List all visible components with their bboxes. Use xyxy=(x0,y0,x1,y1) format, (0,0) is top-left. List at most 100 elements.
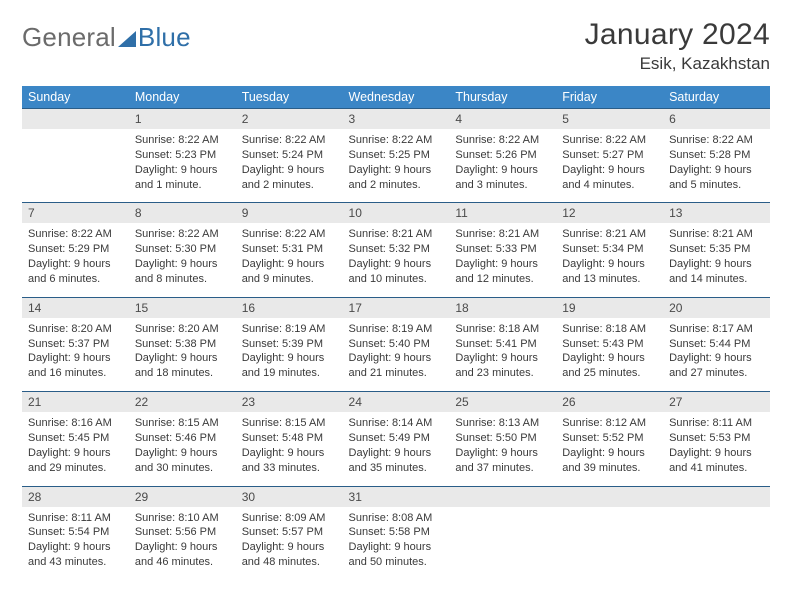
day-detail-line: Daylight: 9 hours xyxy=(242,540,337,555)
day-number: 27 xyxy=(663,392,770,413)
day-detail-line: Sunset: 5:52 PM xyxy=(562,431,657,446)
day-number xyxy=(556,486,663,507)
day-detail-line: Sunrise: 8:15 AM xyxy=(242,416,337,431)
logo-text-left: General xyxy=(22,22,116,53)
day-detail-line: and 4 minutes. xyxy=(562,178,657,193)
day-cell: Sunrise: 8:15 AMSunset: 5:48 PMDaylight:… xyxy=(236,412,343,486)
day-detail-line: Daylight: 9 hours xyxy=(242,446,337,461)
day-detail-line: Daylight: 9 hours xyxy=(455,257,550,272)
day-detail-line: and 46 minutes. xyxy=(135,555,230,570)
day-detail-line: and 2 minutes. xyxy=(349,178,444,193)
day-detail-line: Sunset: 5:32 PM xyxy=(349,242,444,257)
day-number: 2 xyxy=(236,109,343,130)
day-detail-line: Sunrise: 8:11 AM xyxy=(28,511,123,526)
day-number xyxy=(663,486,770,507)
weekday-header-row: Sunday Monday Tuesday Wednesday Thursday… xyxy=(22,86,770,109)
day-detail-line: and 3 minutes. xyxy=(455,178,550,193)
day-number: 11 xyxy=(449,203,556,224)
day-number: 25 xyxy=(449,392,556,413)
day-cell: Sunrise: 8:15 AMSunset: 5:46 PMDaylight:… xyxy=(129,412,236,486)
calendar-page: General Blue January 2024 Esik, Kazakhst… xyxy=(0,0,792,580)
day-number: 14 xyxy=(22,297,129,318)
day-detail-line: and 30 minutes. xyxy=(135,461,230,476)
day-detail-line: Daylight: 9 hours xyxy=(28,446,123,461)
day-cell: Sunrise: 8:19 AMSunset: 5:39 PMDaylight:… xyxy=(236,318,343,392)
weekday-header: Wednesday xyxy=(343,86,450,109)
day-detail-line: Sunset: 5:45 PM xyxy=(28,431,123,446)
day-cell: Sunrise: 8:22 AMSunset: 5:30 PMDaylight:… xyxy=(129,223,236,297)
day-detail-line: Sunset: 5:38 PM xyxy=(135,337,230,352)
day-detail-line: and 50 minutes. xyxy=(349,555,444,570)
day-number-row: 14151617181920 xyxy=(22,297,770,318)
day-detail-line: Daylight: 9 hours xyxy=(135,540,230,555)
day-detail-line: and 21 minutes. xyxy=(349,366,444,381)
day-detail-line: Sunrise: 8:21 AM xyxy=(455,227,550,242)
day-cell: Sunrise: 8:12 AMSunset: 5:52 PMDaylight:… xyxy=(556,412,663,486)
title-block: January 2024 Esik, Kazakhstan xyxy=(585,18,770,74)
day-detail-line: and 25 minutes. xyxy=(562,366,657,381)
day-cell: Sunrise: 8:13 AMSunset: 5:50 PMDaylight:… xyxy=(449,412,556,486)
day-number: 28 xyxy=(22,486,129,507)
day-detail-line: and 5 minutes. xyxy=(669,178,764,193)
day-detail-line: Daylight: 9 hours xyxy=(135,446,230,461)
day-detail-line: and 43 minutes. xyxy=(28,555,123,570)
day-detail-line: Sunrise: 8:22 AM xyxy=(669,133,764,148)
day-detail-line: and 39 minutes. xyxy=(562,461,657,476)
day-number: 9 xyxy=(236,203,343,224)
day-detail-line: Sunrise: 8:19 AM xyxy=(349,322,444,337)
day-detail-line: Sunset: 5:37 PM xyxy=(28,337,123,352)
calendar-table: Sunday Monday Tuesday Wednesday Thursday… xyxy=(22,86,770,580)
day-detail-line: Sunset: 5:48 PM xyxy=(242,431,337,446)
day-cell: Sunrise: 8:18 AMSunset: 5:41 PMDaylight:… xyxy=(449,318,556,392)
day-number: 29 xyxy=(129,486,236,507)
day-detail-row: Sunrise: 8:22 AMSunset: 5:23 PMDaylight:… xyxy=(22,129,770,203)
day-detail-line: Sunset: 5:30 PM xyxy=(135,242,230,257)
day-number: 24 xyxy=(343,392,450,413)
day-cell: Sunrise: 8:22 AMSunset: 5:25 PMDaylight:… xyxy=(343,129,450,203)
day-detail-line: Daylight: 9 hours xyxy=(562,257,657,272)
day-number: 17 xyxy=(343,297,450,318)
day-detail-line: Sunrise: 8:16 AM xyxy=(28,416,123,431)
day-cell: Sunrise: 8:10 AMSunset: 5:56 PMDaylight:… xyxy=(129,507,236,580)
day-detail-line: Daylight: 9 hours xyxy=(28,540,123,555)
day-detail-line: Sunset: 5:27 PM xyxy=(562,148,657,163)
day-detail-line: Sunrise: 8:21 AM xyxy=(562,227,657,242)
day-detail-line: Daylight: 9 hours xyxy=(562,446,657,461)
day-detail-line: and 18 minutes. xyxy=(135,366,230,381)
day-number-row: 21222324252627 xyxy=(22,392,770,413)
day-detail-line: Daylight: 9 hours xyxy=(349,163,444,178)
day-detail-line: Sunrise: 8:08 AM xyxy=(349,511,444,526)
day-detail-line: and 29 minutes. xyxy=(28,461,123,476)
day-number xyxy=(22,109,129,130)
day-detail-line: and 6 minutes. xyxy=(28,272,123,287)
header: General Blue January 2024 Esik, Kazakhst… xyxy=(22,18,770,74)
day-detail-line: Sunset: 5:29 PM xyxy=(28,242,123,257)
weekday-header: Saturday xyxy=(663,86,770,109)
day-number: 30 xyxy=(236,486,343,507)
day-detail-line: and 13 minutes. xyxy=(562,272,657,287)
day-number: 23 xyxy=(236,392,343,413)
day-cell: Sunrise: 8:22 AMSunset: 5:27 PMDaylight:… xyxy=(556,129,663,203)
day-detail-row: Sunrise: 8:20 AMSunset: 5:37 PM Daylight:… xyxy=(22,318,770,392)
day-detail-line: and 19 minutes. xyxy=(242,366,337,381)
day-detail-line: and 1 minute. xyxy=(135,178,230,193)
day-detail-line: Sunrise: 8:19 AM xyxy=(242,322,337,337)
day-number-row: 123456 xyxy=(22,109,770,130)
day-detail-line: Daylight: 9 hours xyxy=(242,351,337,366)
day-detail-line: Sunset: 5:39 PM xyxy=(242,337,337,352)
logo: General Blue xyxy=(22,18,191,53)
day-detail-line: Daylight: 9 hours xyxy=(562,163,657,178)
day-detail-line: Sunrise: 8:20 AM xyxy=(28,322,123,337)
day-detail-line: and 8 minutes. xyxy=(135,272,230,287)
day-detail-line: Sunrise: 8:14 AM xyxy=(349,416,444,431)
day-cell: Sunrise: 8:08 AMSunset: 5:58 PMDaylight:… xyxy=(343,507,450,580)
day-detail-line: Daylight: 9 hours xyxy=(669,257,764,272)
day-detail-line: Sunrise: 8:21 AM xyxy=(349,227,444,242)
day-detail-line: Daylight: 9 hours xyxy=(669,446,764,461)
day-detail-line: Daylight: 9 hours xyxy=(135,351,230,366)
day-cell: Sunrise: 8:22 AMSunset: 5:24 PMDaylight:… xyxy=(236,129,343,203)
day-detail-line: Sunrise: 8:10 AM xyxy=(135,511,230,526)
day-detail-line: Sunrise: 8:12 AM xyxy=(562,416,657,431)
day-detail-line: Daylight: 9 hours xyxy=(242,257,337,272)
day-cell xyxy=(22,129,129,203)
